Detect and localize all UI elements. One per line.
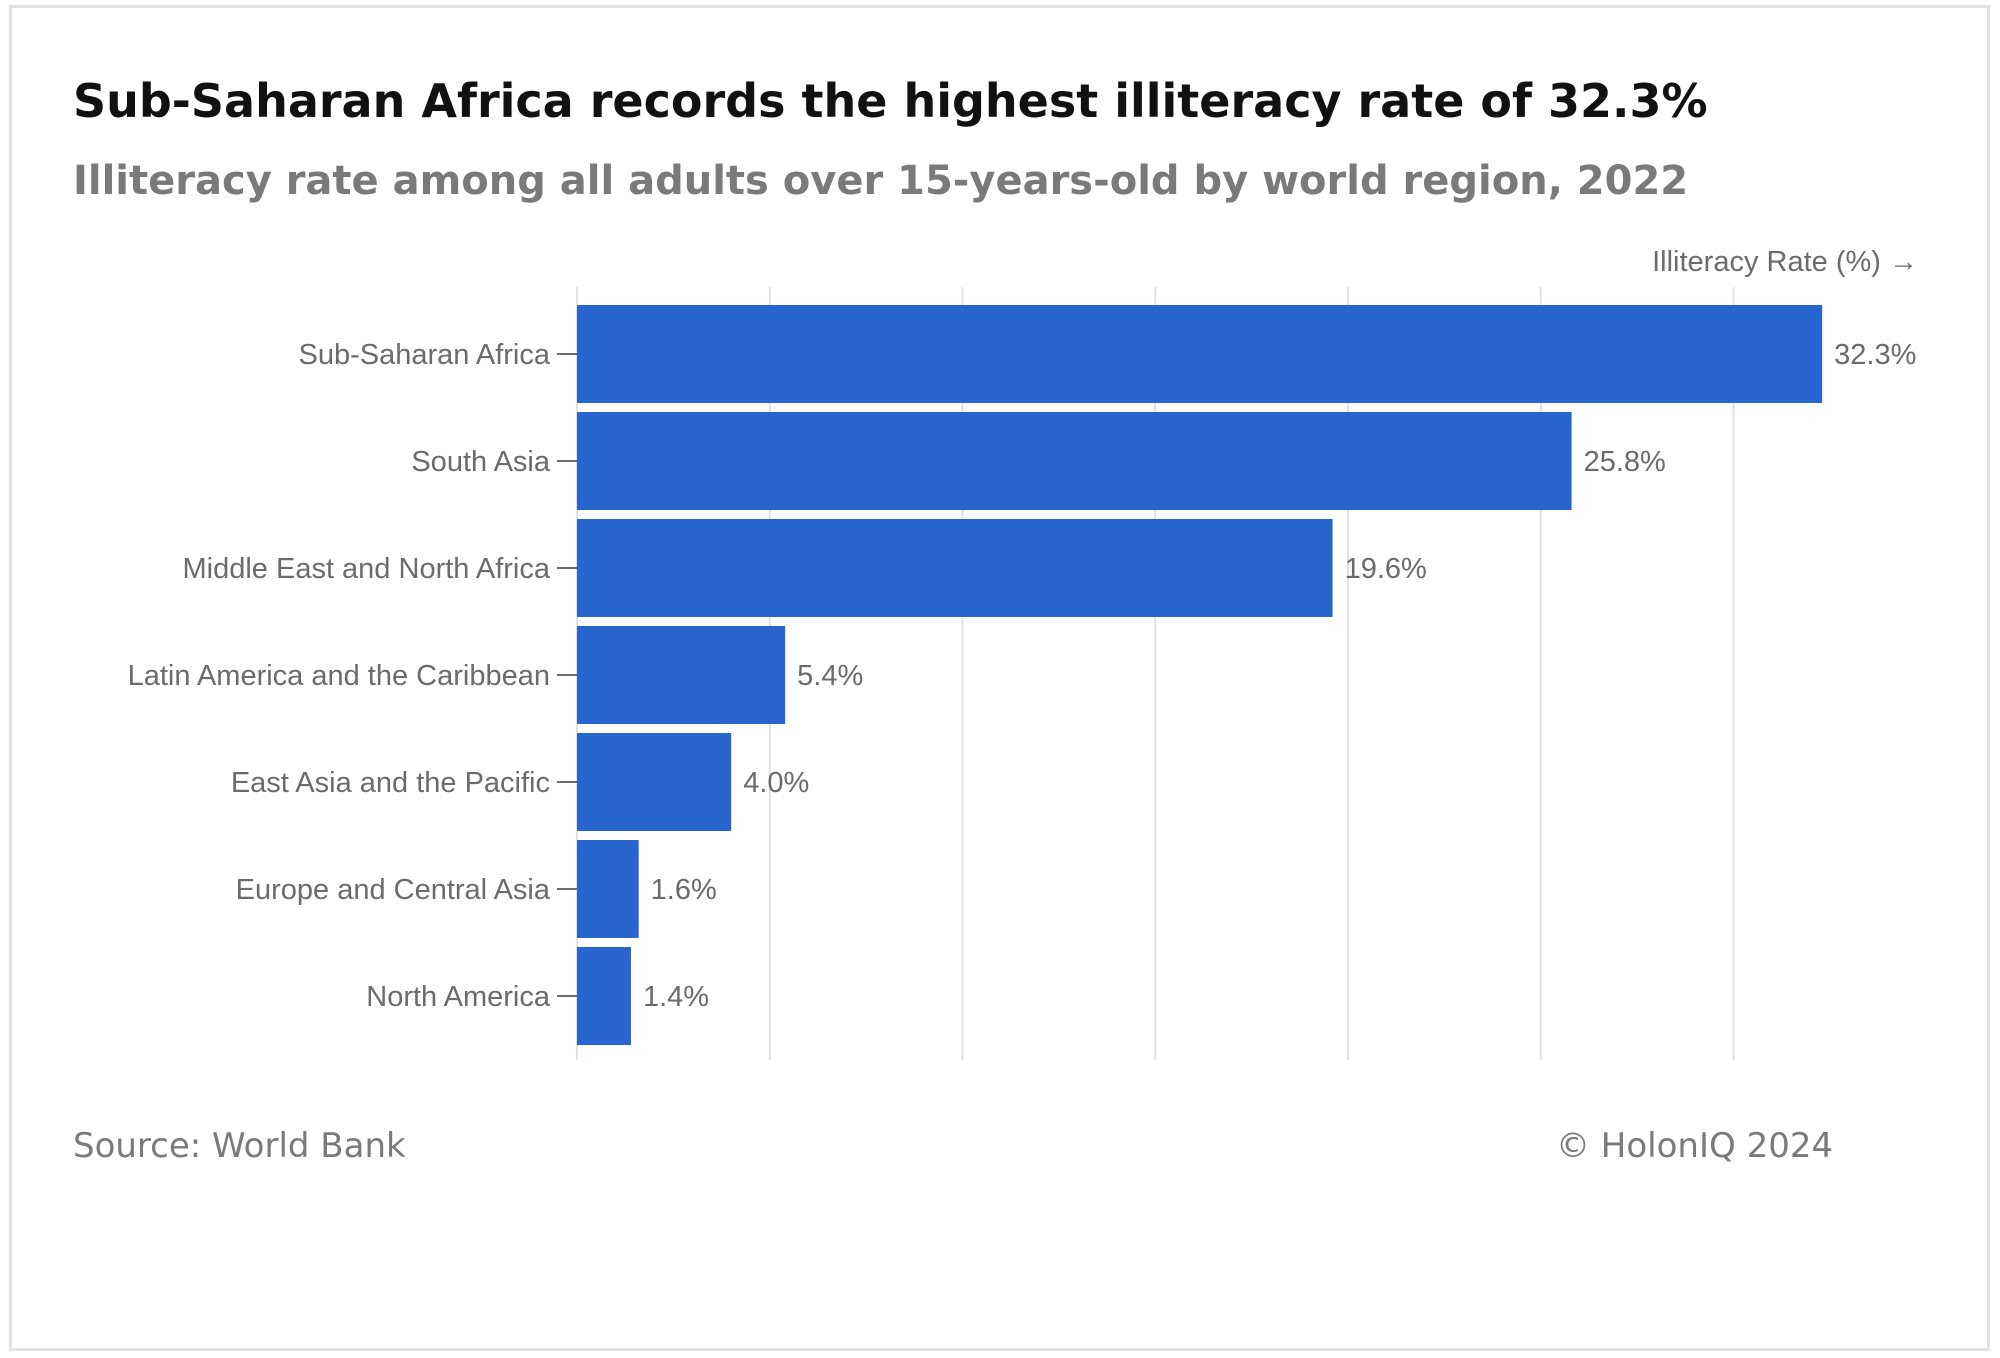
- category-label-5: Europe and Central Asia: [236, 874, 551, 906]
- chart-card: [9, 5, 1990, 1351]
- data-label-6: 1.4%: [643, 981, 709, 1013]
- data-label-1: 25.8%: [1584, 446, 1666, 478]
- category-label-4: East Asia and the Pacific: [231, 767, 550, 799]
- chart-subtitle: Illiteracy rate among all adults over 15…: [73, 158, 1689, 204]
- bar-6: [577, 947, 631, 1045]
- source-note: Source: World Bank: [73, 1126, 406, 1166]
- bar-5: [577, 840, 639, 938]
- bar-0: [577, 305, 1823, 403]
- data-label-3: 5.4%: [797, 660, 863, 692]
- category-label-6: North America: [366, 981, 551, 1013]
- bar-4: [577, 733, 732, 831]
- copyright-note: © HolonIQ 2024: [1556, 1126, 1834, 1166]
- data-label-0: 32.3%: [1834, 339, 1916, 371]
- bar-1: [577, 412, 1572, 510]
- chart-title: Sub-Saharan Africa records the highest i…: [73, 74, 1708, 128]
- data-label-5: 1.6%: [651, 874, 717, 906]
- data-label-4: 4.0%: [743, 767, 809, 799]
- category-label-2: Middle East and North Africa: [182, 553, 550, 585]
- bar-3: [577, 626, 786, 724]
- bar-2: [577, 519, 1333, 617]
- data-label-2: 19.6%: [1345, 553, 1427, 585]
- category-label-1: South Asia: [411, 446, 551, 478]
- x-axis-title: Illiteracy Rate (%) →: [1652, 246, 1918, 278]
- category-label-3: Latin America and the Caribbean: [128, 660, 550, 692]
- category-label-0: Sub-Saharan Africa: [299, 339, 551, 371]
